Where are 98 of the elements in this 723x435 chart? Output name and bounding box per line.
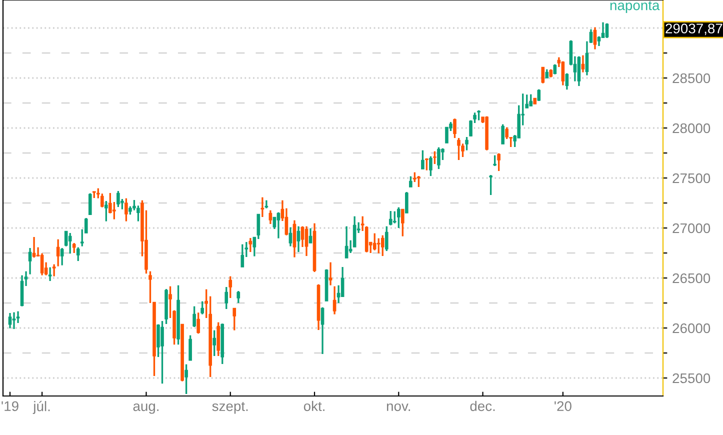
candlestick [28,247,32,276]
candlestick [328,261,332,286]
candlestick [100,192,104,208]
candlestick [200,300,204,316]
candlestick [232,307,236,332]
candlestick [401,208,404,238]
candlestick [228,275,232,299]
candlestick [48,266,52,282]
candlestick [52,263,56,278]
candlestick [501,123,504,145]
candlestick [581,54,585,74]
candlestick [605,22,609,39]
y-tick-label: 27000 [672,223,710,234]
candlestick [292,219,296,258]
candlestick [216,321,220,357]
candlestick [380,234,384,257]
candlestick [477,109,480,122]
candlestick [433,150,436,165]
candlestick [409,175,412,188]
candlestick [276,211,280,240]
candlestick [252,236,256,258]
candlestick [112,201,116,220]
candlestick [160,320,164,384]
candlestick [260,196,264,218]
candlestick [236,290,240,304]
candlestick [72,242,76,254]
candlestick [288,226,292,248]
candlestick [565,72,569,90]
candlestick [413,171,416,183]
candlestick [240,243,244,268]
candlestick [597,35,601,47]
candlestick [308,227,312,244]
candlestick [493,154,496,167]
candlestick [489,174,492,196]
candlestick [384,225,388,252]
x-tick-label: dec. [470,400,495,412]
text: 29037,87 [666,24,722,36]
candlestick [541,66,545,84]
candlestick [56,238,60,268]
candlestick [224,286,228,310]
candlestick [212,329,216,357]
candlestick [264,199,268,210]
candlestick [388,210,392,226]
y-tick-label: 26500 [672,273,710,284]
candlestick [417,175,420,188]
candlestick [332,285,336,316]
candlestick [304,225,308,257]
candlestick [392,210,396,224]
candlestick [577,55,581,87]
candlestick [124,197,128,222]
y-tick-label: 25500 [672,373,710,384]
candlestick [320,306,324,355]
candlestick [465,136,468,152]
candlestick [116,190,120,208]
candlestick [296,225,300,253]
candlestick [561,60,565,86]
candlestick [593,26,597,50]
candlestick [421,149,424,170]
candlestick [196,312,200,334]
candlestick [553,63,557,76]
x-tick-label: '20 [554,401,572,412]
y-tick-label: 26000 [672,323,710,334]
candlestick [344,225,348,259]
candlestick [60,247,64,266]
candlestick [8,312,12,330]
candlestick [68,232,72,254]
candlestick [437,146,440,170]
candlestick [376,237,380,254]
y-tick-label: 28500 [672,73,710,84]
x-tick-label: '19 [2,401,18,412]
candlestick [429,155,432,177]
candlestick [188,334,192,362]
candlestick [268,209,272,225]
candlestick [184,363,188,395]
x-tick-label: aug. [133,403,158,414]
y-tick-label: 27500 [672,173,710,184]
candlestick [192,305,196,328]
y-tick-label: 28000 [672,123,710,134]
candlestick [76,246,80,262]
candlestick [104,200,108,222]
candlestick [497,152,500,172]
text: naponta [610,1,660,13]
candlestick [12,311,16,330]
candlestick [537,88,541,102]
candlestick [529,93,533,107]
candlestick [248,237,252,253]
candlestick [405,191,408,214]
candlestick [372,232,376,252]
candlestick [88,192,92,216]
candlestick [396,206,400,229]
x-tick-label: szept. [212,402,248,414]
x-tick-label: júl. [32,400,50,414]
candlestick [453,118,456,139]
candlestick [457,137,460,161]
candlestick [505,126,508,140]
candlestick [40,252,44,276]
x-tick-label: nov. [386,403,410,412]
x-tick-label: okt. [304,400,324,412]
